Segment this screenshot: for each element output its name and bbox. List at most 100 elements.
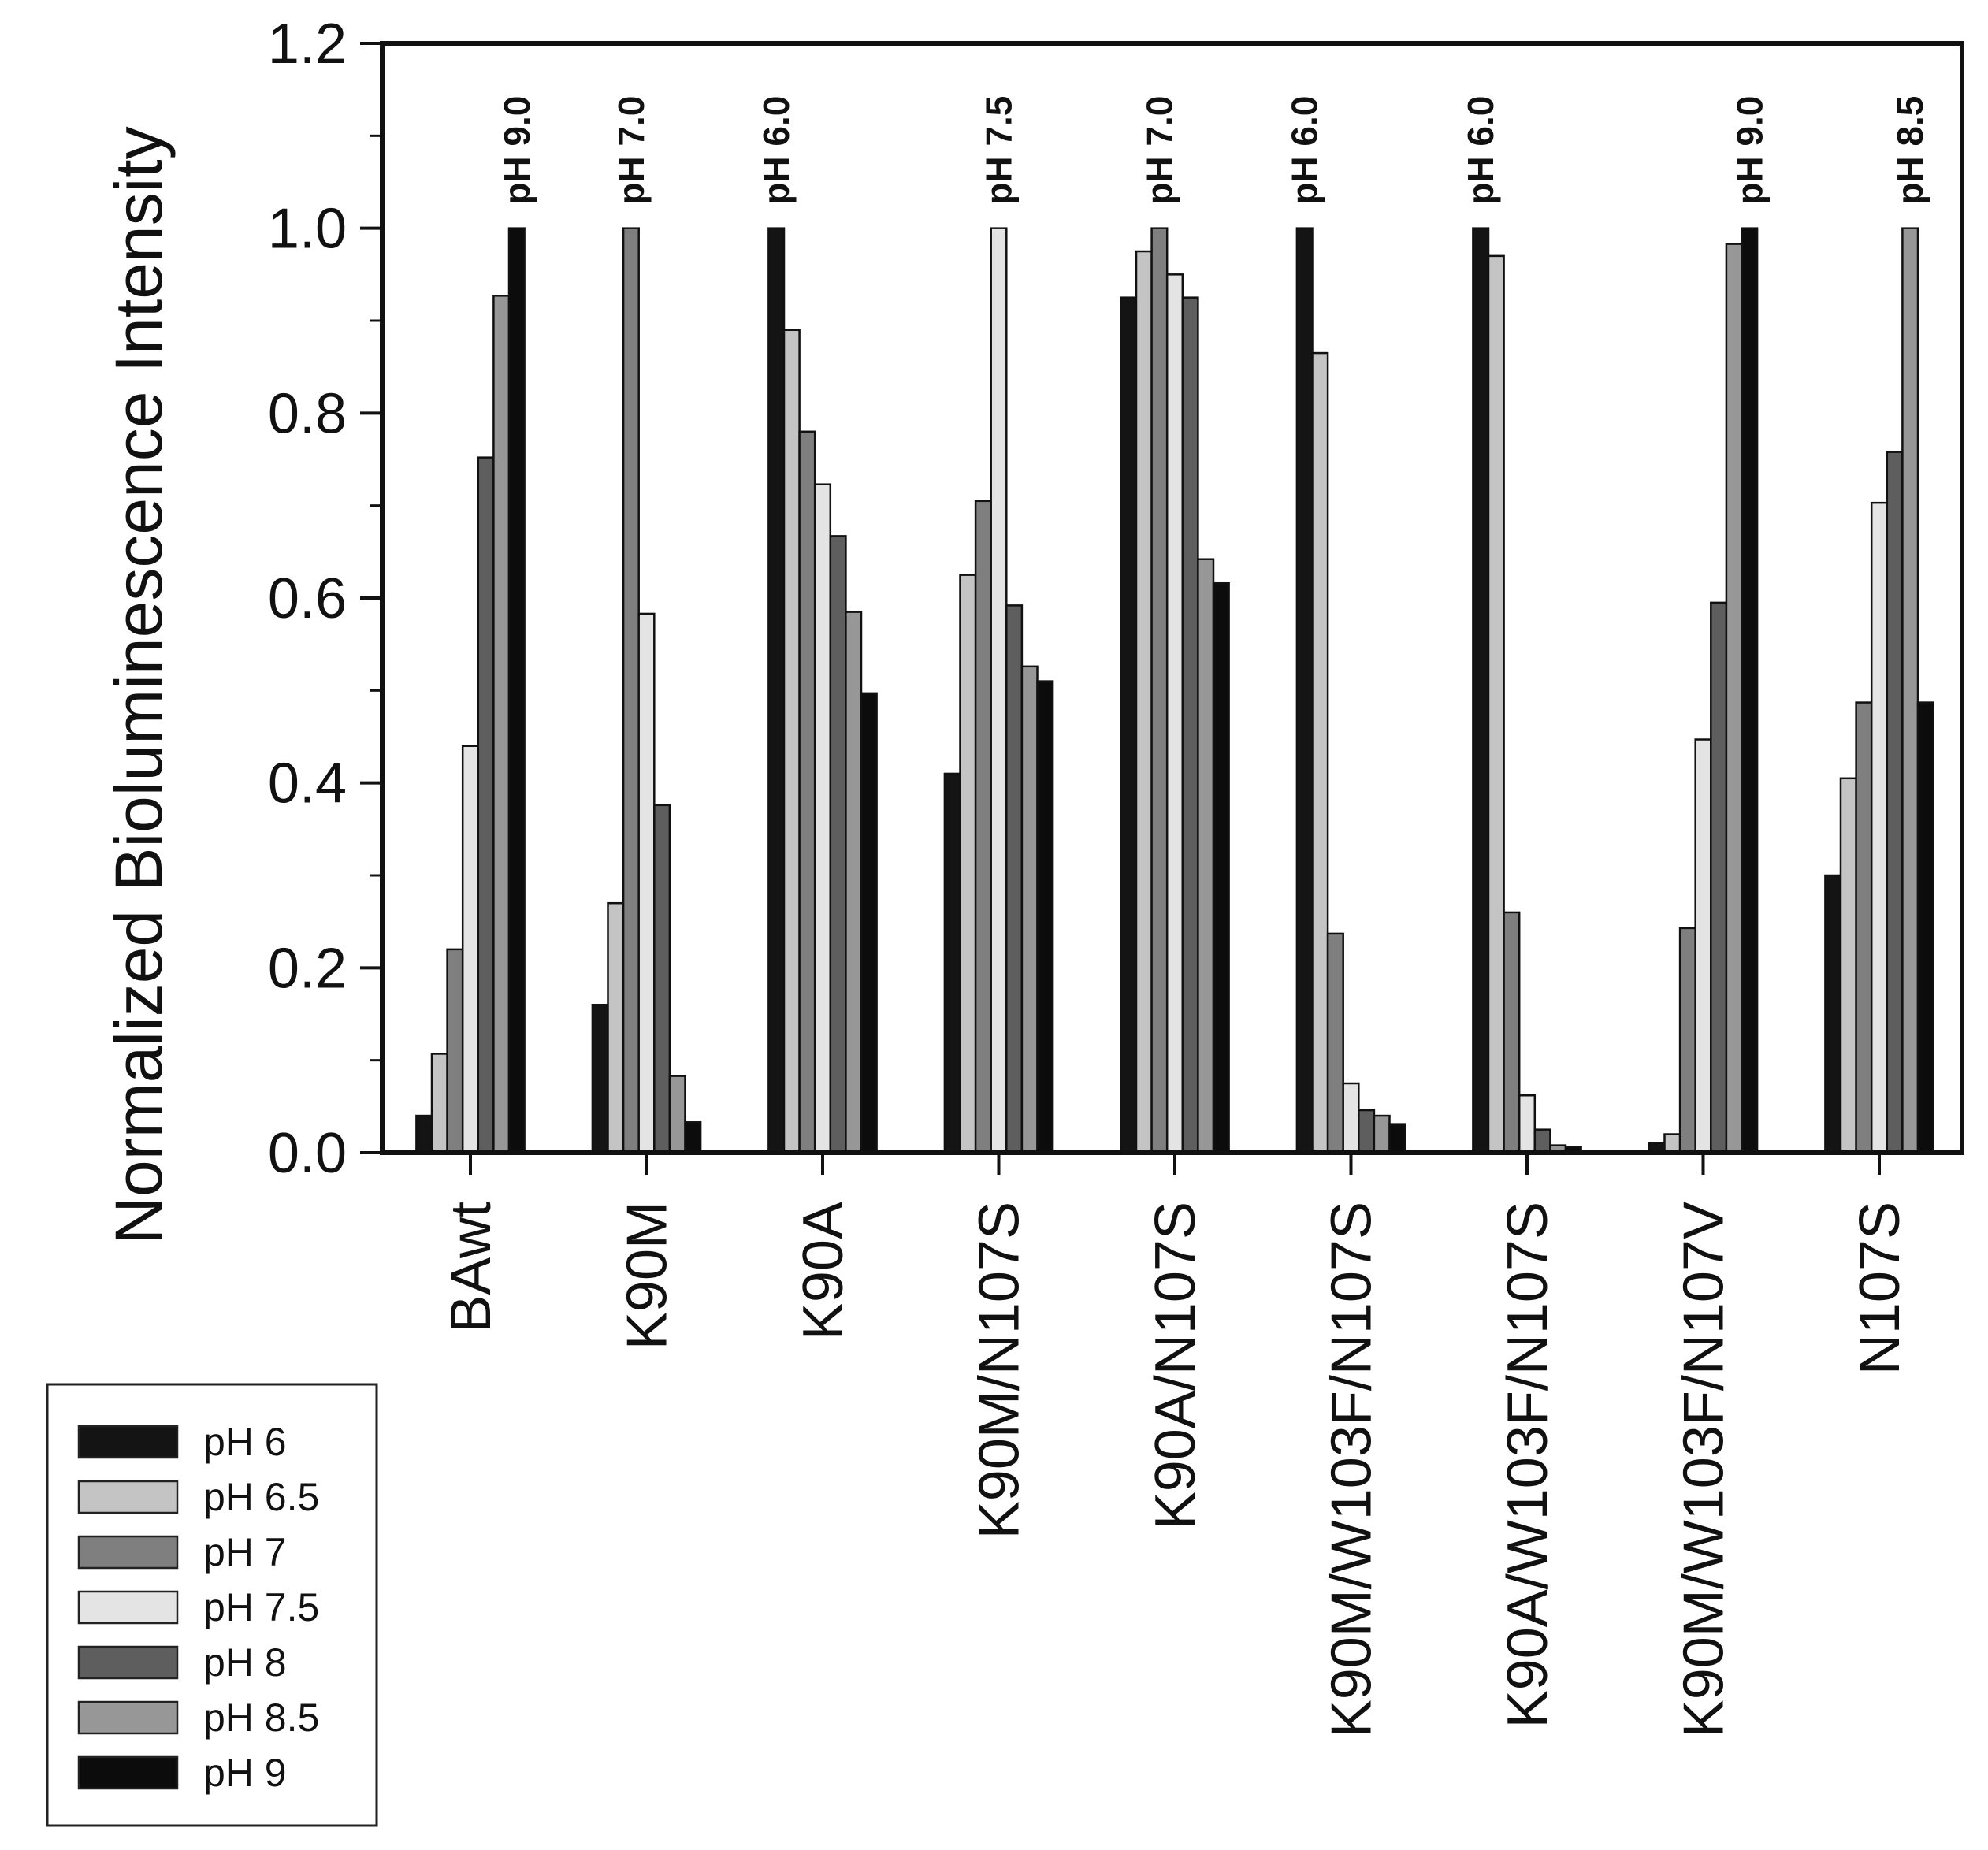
bar-ph-7-5: [461, 745, 480, 1154]
bar-ph-6: [591, 1004, 609, 1154]
bar-ph-7: [446, 948, 464, 1154]
legend: pH 6 pH 6.5 pH 7 pH 7.5 pH 8 pH 8.5 pH 9: [46, 1383, 378, 1827]
y-axis-label: Normalized Bioluminescence Intensity: [102, 126, 176, 1244]
legend-swatch: [77, 1645, 179, 1680]
bar-ph-6-5: [430, 1053, 448, 1154]
x-category-label: K90M/W103F/N107V: [1673, 1202, 1736, 1737]
x-category-label: K90M/N107S: [968, 1202, 1031, 1539]
bar-ph-6-5: [1663, 1133, 1681, 1154]
bar-ph-6-5: [1311, 351, 1329, 1154]
bar-ph-8: [1886, 451, 1904, 1154]
bar-ph-6-5: [1135, 250, 1153, 1154]
bar-ph-6-5: [1839, 777, 1857, 1154]
bar-ph-8: [477, 456, 495, 1154]
bars-layer: [415, 227, 1934, 1154]
bar-ph-8-5: [1373, 1114, 1391, 1154]
x-category-label: K90A: [792, 1202, 855, 1340]
bar-ph-6-5: [607, 901, 625, 1154]
bar-ph-8: [829, 535, 847, 1154]
bar-ph-7-5: [990, 227, 1008, 1154]
bar-ph-8: [653, 804, 671, 1154]
bar-ph-6: [943, 772, 961, 1154]
peak-ph-annotation: pH 9.0: [496, 96, 537, 205]
peak-ph-annotation: pH 7.5: [979, 96, 1020, 205]
bar-ph-7: [1678, 927, 1696, 1154]
bar-ph-6-5: [1487, 254, 1505, 1154]
bar-ph-7-5: [1342, 1082, 1360, 1154]
bar-ph-8: [1005, 604, 1024, 1154]
annotations-layer: pH 9.0 pH 7.0 pH 6.0 pH 7.5 pH 7.0 pH 6.0 pH 6…: [496, 96, 1930, 205]
bar-ph-8-5: [1901, 227, 1919, 1154]
y-tick-label: 0.4: [268, 752, 347, 815]
peak-ph-annotation: pH 7.0: [1139, 96, 1180, 205]
peak-ph-annotation: pH 6.0: [1284, 96, 1325, 205]
x-category-label: K90M/W103F/N107S: [1321, 1202, 1384, 1737]
x-category-label: N107S: [1849, 1202, 1912, 1375]
y-tick-label: 0.0: [268, 1122, 347, 1185]
bar-ph-9: [1388, 1123, 1406, 1154]
peak-ph-annotation: pH 6.0: [756, 96, 797, 205]
x-category-label: BAwt: [440, 1202, 503, 1333]
bar-ph-7: [1855, 701, 1873, 1154]
bar-ph-8-5: [1020, 665, 1039, 1154]
bar-ph-7-5: [1694, 738, 1712, 1154]
legend-swatch: [77, 1535, 179, 1570]
bar-ph-8: [1710, 601, 1728, 1154]
bar-ph-6-5: [782, 329, 801, 1154]
legend-swatch: [77, 1700, 179, 1735]
peak-ph-annotation: pH 7.0: [611, 96, 652, 205]
bar-ph-7: [622, 227, 640, 1154]
bar-ph-7-5: [637, 612, 656, 1154]
bar-ph-6: [1120, 296, 1138, 1154]
peak-ph-annotation: pH 6.0: [1460, 96, 1501, 205]
bar-ph-6: [767, 227, 786, 1154]
bar-ph-6-5: [959, 574, 977, 1154]
bar-ph-6: [1824, 874, 1842, 1154]
y-tick-label: 0.6: [268, 567, 347, 630]
bar-ph-8: [1358, 1109, 1376, 1154]
legend-swatch: [77, 1425, 179, 1459]
peak-ph-annotation: pH 9.0: [1729, 96, 1770, 205]
bar-ph-7: [1326, 932, 1344, 1154]
y-tick-label: 1.0: [268, 198, 347, 261]
x-category-label: K90M: [616, 1202, 679, 1350]
bar-ph-6: [1472, 227, 1490, 1154]
x-category-label: K90A/W103F/N107S: [1496, 1202, 1559, 1728]
bar-ph-7-5: [1518, 1094, 1537, 1154]
bar-ph-9: [1036, 680, 1054, 1154]
y-tick-label: 0.8: [268, 382, 347, 445]
bar-ph-9: [1916, 701, 1934, 1154]
legend-label: pH 8: [203, 1640, 287, 1685]
y-axis: 0.0 0.2 0.4 0.6 0.8 1.0 1.2: [268, 13, 382, 1185]
legend-label: pH 6.5: [203, 1475, 319, 1519]
bar-ph-8-5: [668, 1075, 686, 1154]
bar-ph-8-5: [845, 611, 863, 1154]
legend-swatch: [77, 1590, 179, 1625]
legend-label: pH 6: [203, 1420, 287, 1464]
bar-ph-9: [684, 1121, 702, 1154]
bar-ph-7-5: [1165, 273, 1184, 1154]
bar-ph-8-5: [492, 295, 511, 1154]
x-category-label: K90A/N107S: [1144, 1202, 1207, 1529]
bar-ph-7: [798, 430, 816, 1154]
bar-ph-6: [415, 1114, 433, 1154]
y-tick-label: 1.2: [268, 13, 347, 76]
peak-ph-annotation: pH 8.5: [1890, 96, 1930, 205]
legend-label: pH 7: [203, 1530, 287, 1574]
bar-ph-8: [1181, 296, 1199, 1154]
bar-ph-8: [1533, 1128, 1551, 1154]
bar-ph-7: [1150, 227, 1169, 1154]
legend-label: pH 7.5: [203, 1585, 319, 1629]
bar-ph-9: [1741, 227, 1759, 1154]
bar-ph-7-5: [813, 483, 832, 1154]
bar-ph-8-5: [1197, 558, 1215, 1154]
bar-ph-7-5: [1870, 501, 1889, 1154]
y-tick-label: 0.2: [268, 937, 347, 1000]
legend-label: pH 8.5: [203, 1696, 319, 1740]
bar-ph-7: [1503, 911, 1521, 1154]
x-axis: BAwt K90M K90A K90M/N107S K90A/N107S K90M/W10…: [440, 1153, 1912, 1737]
legend-label: pH 9: [203, 1751, 287, 1795]
bar-ph-8-5: [1725, 243, 1743, 1154]
bar-ph-7: [974, 500, 992, 1154]
